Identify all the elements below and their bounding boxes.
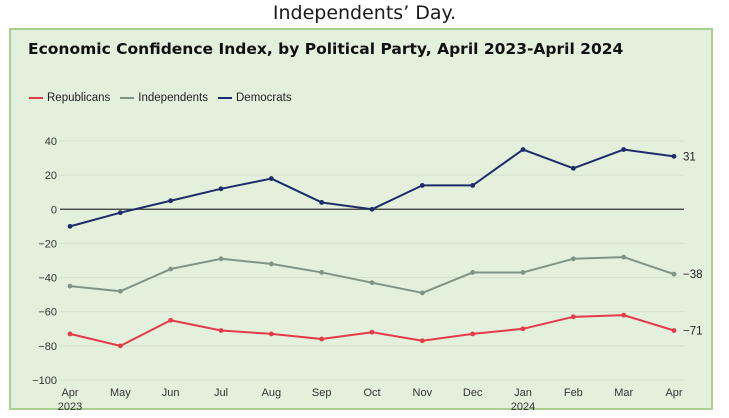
x-tick-label: Oct <box>363 387 380 399</box>
chart-legend: Republicans Independents Democrats <box>29 92 302 104</box>
data-point-democrats <box>117 210 123 216</box>
data-point-democrats <box>67 223 73 229</box>
data-point-independents <box>319 270 325 275</box>
data-point-democrats <box>268 176 274 181</box>
x-tick-label: Sep <box>312 387 332 399</box>
x-tick-label: Apr <box>665 387 682 399</box>
y-tick-label: 40 <box>45 136 57 148</box>
data-point-independents <box>621 254 627 260</box>
x-tick-label: Nov <box>413 387 433 399</box>
data-point-democrats <box>218 186 224 192</box>
data-point-independents <box>419 290 425 296</box>
x-tick-label: Jan <box>514 387 532 399</box>
data-point-independents <box>268 261 274 267</box>
data-point-republicans <box>621 312 627 318</box>
data-point-republicans <box>268 331 274 337</box>
data-point-republicans <box>319 336 325 342</box>
chart-title: Economic Confidence Index, by Political … <box>28 40 624 58</box>
x-tick-label: Jul <box>214 387 228 399</box>
data-point-democrats <box>419 182 425 188</box>
data-point-republicans <box>520 326 526 332</box>
data-point-republicans <box>168 317 174 323</box>
data-point-republicans <box>67 331 73 337</box>
x-year-label: 2024 <box>511 401 535 413</box>
x-tick-label: Mar <box>614 387 633 399</box>
data-point-independents <box>168 266 174 272</box>
data-point-democrats <box>369 206 375 212</box>
x-tick-label: Dec <box>463 387 483 399</box>
legend-label-democrats: Democrats <box>236 92 292 104</box>
series-line-independents <box>69 256 675 294</box>
legend-swatch-democrats <box>218 97 232 99</box>
data-point-republicans <box>671 328 677 333</box>
x-tick-label: Aug <box>262 387 282 399</box>
legend-item-independents: Independents <box>120 92 208 104</box>
legend-item-republicans: Republicans <box>29 92 110 104</box>
legend-label-independents: Independents <box>138 92 208 104</box>
legend-swatch-republicans <box>29 97 43 99</box>
data-point-democrats <box>671 153 677 159</box>
y-tick-label: −20 <box>38 238 57 250</box>
y-tick-label: −100 <box>32 375 57 387</box>
data-point-independents <box>570 256 576 262</box>
x-tick-label: Jun <box>162 387 180 399</box>
data-point-independents <box>470 270 476 275</box>
x-tick-label: May <box>110 387 131 399</box>
x-tick-label: Feb <box>564 387 583 399</box>
data-point-democrats <box>319 200 325 205</box>
data-point-republicans <box>470 331 476 337</box>
data-point-republicans <box>218 328 224 333</box>
data-point-democrats <box>570 165 576 171</box>
data-point-independents <box>369 280 375 286</box>
end-label-republicans: −71 <box>683 325 703 337</box>
end-label-democrats: 31 <box>683 151 696 163</box>
data-point-democrats <box>621 147 627 152</box>
data-point-independents <box>218 256 224 262</box>
data-point-republicans <box>117 343 123 349</box>
data-point-republicans <box>570 314 576 320</box>
series-line-democrats <box>69 148 675 228</box>
y-tick-label: 20 <box>45 170 57 182</box>
legend-label-republicans: Republicans <box>47 92 111 104</box>
data-point-independents <box>67 283 73 289</box>
data-point-republicans <box>369 329 375 335</box>
x-year-label: 2023 <box>58 401 82 413</box>
legend-swatch-independents <box>120 97 135 99</box>
data-point-independents <box>520 270 526 275</box>
data-point-republicans <box>419 338 425 344</box>
end-label-independents: −38 <box>683 269 703 281</box>
y-tick-label: −60 <box>38 307 57 319</box>
y-tick-label: −80 <box>38 341 57 353</box>
data-point-democrats <box>520 147 526 152</box>
data-point-independents <box>671 271 677 277</box>
data-point-independents <box>117 288 123 294</box>
y-tick-label: −40 <box>38 273 57 285</box>
x-tick-label: Apr <box>61 387 78 399</box>
data-point-democrats <box>168 198 174 204</box>
page-caption: Independents’ Day. <box>272 2 457 24</box>
data-point-democrats <box>470 182 476 188</box>
legend-item-democrats: Democrats <box>218 92 292 104</box>
y-tick-label: 0 <box>51 204 57 216</box>
